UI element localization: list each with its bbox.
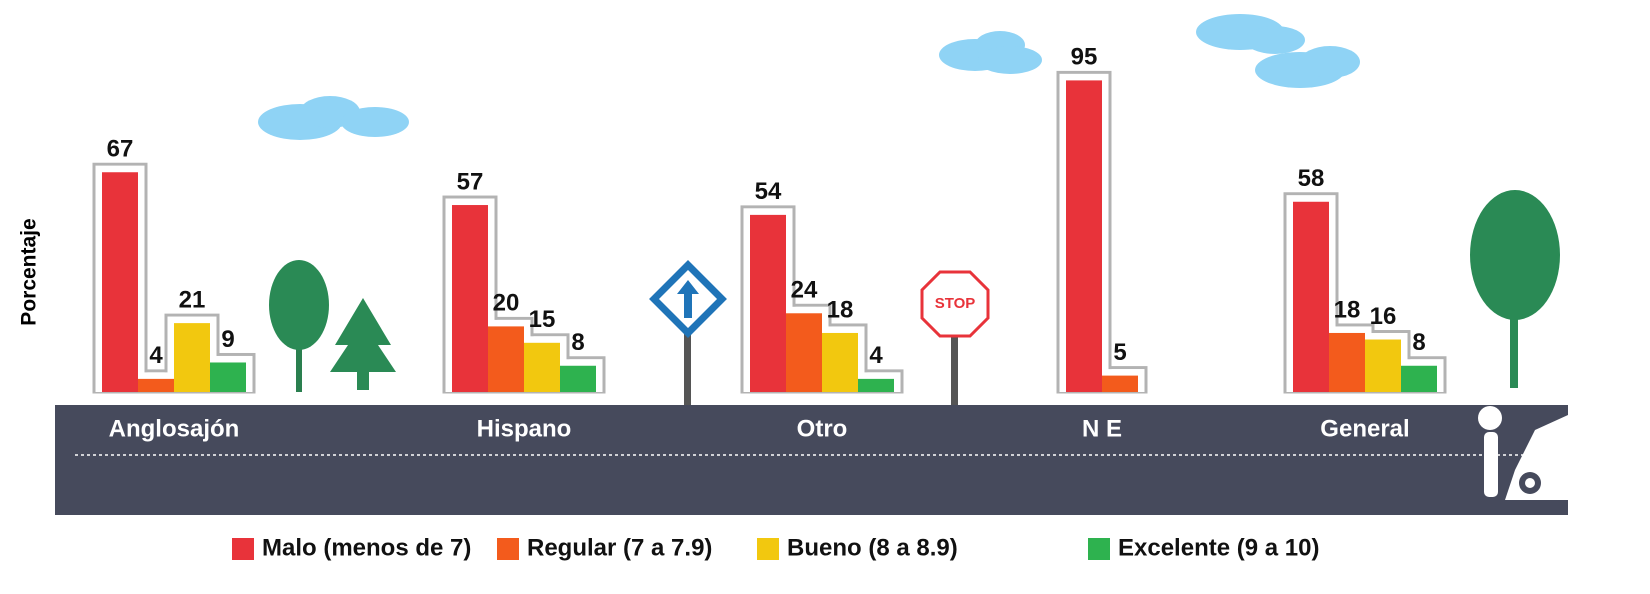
value-label: 67 <box>107 136 134 163</box>
bar <box>822 333 858 392</box>
bar <box>1401 366 1437 392</box>
value-label: 24 <box>791 277 818 304</box>
value-label: 54 <box>755 178 782 205</box>
legend-swatch <box>497 538 519 560</box>
value-label: 16 <box>1370 303 1397 330</box>
bar <box>138 379 174 392</box>
bar <box>1365 340 1401 392</box>
category-label: N E <box>1082 415 1122 442</box>
bar <box>786 313 822 392</box>
value-label: 8 <box>571 329 584 356</box>
value-label: 9 <box>221 326 234 353</box>
bar <box>488 326 524 392</box>
bar <box>750 215 786 392</box>
bar <box>102 172 138 392</box>
legend-label: Excelente (9 a 10) <box>1118 534 1319 561</box>
legend-swatch <box>1088 538 1110 560</box>
value-label: 4 <box>149 342 163 369</box>
value-label: 15 <box>529 306 556 333</box>
legend-label: Regular (7 a 7.9) <box>527 534 712 561</box>
legend-label: Malo (menos de 7) <box>262 534 471 561</box>
bar <box>452 205 488 392</box>
y-axis-label: Porcentaje <box>18 218 41 325</box>
legend-swatch <box>757 538 779 560</box>
bar <box>1102 376 1138 392</box>
value-label: 5 <box>1113 339 1126 366</box>
value-label: 4 <box>869 342 883 369</box>
value-label: 8 <box>1412 329 1425 356</box>
chart: STOP Porcentaje 67 4 21 9 Anglosajón 57 20 15 8 H… <box>0 0 1650 594</box>
category-label: General <box>1320 415 1409 442</box>
value-label: 20 <box>493 290 520 317</box>
bar <box>174 323 210 392</box>
bar <box>560 366 596 392</box>
bar <box>858 379 894 392</box>
bar <box>1293 202 1329 392</box>
value-label: 58 <box>1298 165 1325 192</box>
value-label: 18 <box>1334 296 1361 323</box>
category-label: Hispano <box>477 415 572 442</box>
value-label: 21 <box>179 286 206 313</box>
category-label: Otro <box>797 415 848 442</box>
legend-swatch <box>232 538 254 560</box>
bar <box>1066 80 1102 392</box>
category-label: Anglosajón <box>109 415 240 442</box>
value-label: 95 <box>1071 44 1098 71</box>
legend-label: Bueno (8 a 8.9) <box>787 534 958 561</box>
bar <box>1329 333 1365 392</box>
svg-text:STOP: STOP <box>935 295 976 312</box>
bar <box>210 362 246 392</box>
bar <box>524 343 560 392</box>
value-label: 18 <box>827 296 854 323</box>
value-label: 57 <box>457 168 484 195</box>
